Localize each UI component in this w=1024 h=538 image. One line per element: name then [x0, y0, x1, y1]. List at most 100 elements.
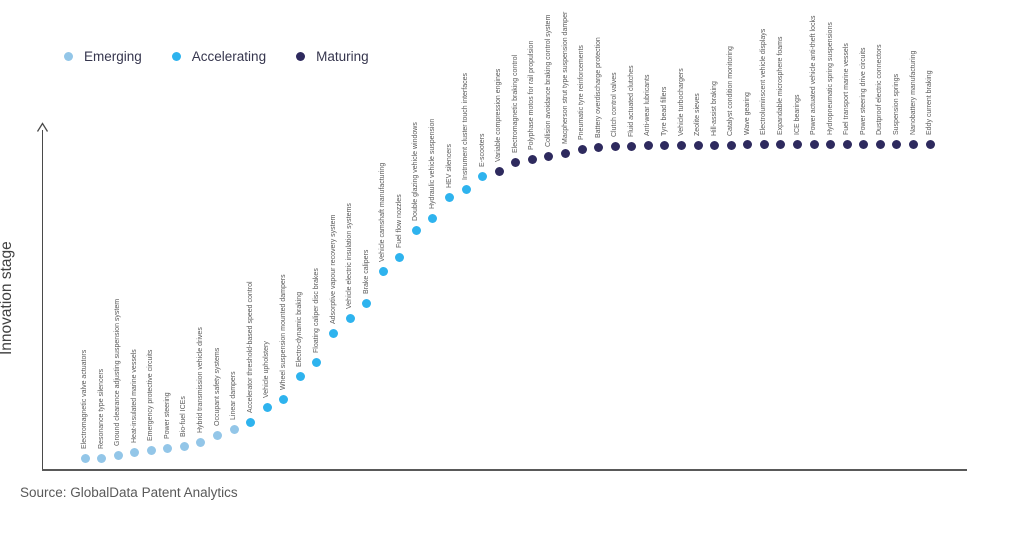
data-point — [362, 298, 372, 308]
data-point — [130, 447, 140, 457]
data-point-label: Ground clearance adjusting suspension sy… — [114, 298, 122, 446]
data-point — [97, 453, 107, 463]
data-point — [461, 184, 471, 194]
data-point — [312, 357, 322, 367]
legend-item-emerging: Emerging — [64, 49, 142, 64]
data-point-label: Macpherson strut type suspension damper — [561, 11, 569, 144]
data-point-label: Clutch control valves — [611, 72, 619, 137]
legend-label-maturing: Maturing — [316, 49, 369, 64]
legend-item-accelerating: Accelerating — [171, 49, 267, 64]
data-point-label: Polyphase motos for rail propulsion — [528, 40, 536, 150]
data-point-label: Dustproof electric connectors — [876, 44, 884, 135]
data-point-label: Hydropneumatic spring suspensions — [826, 22, 834, 135]
data-point — [246, 417, 256, 427]
data-point — [279, 394, 289, 404]
data-point-label: Electroluminscent vehicle displays — [760, 28, 768, 135]
data-point — [809, 139, 819, 149]
data-point-label: Fuel flow nozzles — [395, 194, 403, 248]
data-point-label: Vehicle camshaft manufacturing — [379, 162, 387, 262]
data-point-label: Fuel transport marine vessels — [843, 43, 851, 135]
data-point — [909, 139, 918, 149]
data-point-label: Vehicle turbochargers — [677, 68, 685, 136]
data-point-label: Power steering drive circuits — [859, 47, 867, 135]
data-point-label: Heat-insulated marine vessels — [130, 349, 138, 443]
data-point — [163, 443, 173, 453]
data-point-label: E-scooters — [478, 133, 486, 167]
data-point-label: Zeolite sieves — [694, 93, 702, 136]
data-point-label: Eddy current braking — [926, 70, 934, 135]
data-point-label: Nanobattery manufacturing — [909, 50, 917, 135]
data-point-label: Wave gearing — [743, 92, 751, 135]
data-point — [478, 171, 488, 181]
data-point — [411, 225, 421, 235]
data-point — [527, 154, 537, 164]
data-point — [594, 142, 604, 152]
data-point-label: Tyre bead fillers — [660, 86, 668, 136]
data-point — [262, 402, 272, 412]
data-point-label: HEV silencers — [445, 144, 453, 188]
data-point — [544, 151, 554, 161]
source-note: Source: GlobalData Patent Analytics — [20, 485, 238, 500]
data-point — [842, 139, 852, 149]
data-point — [113, 450, 123, 460]
data-point-label: Wheel suspension mounted dampers — [279, 274, 287, 390]
data-point-label: Hybrid transmission vehicle drives — [196, 327, 204, 433]
data-point-label: Battery overdischarge protection — [594, 37, 602, 138]
data-point-label: Fluid actuated clutches — [627, 65, 635, 137]
maturing-dot-icon — [296, 52, 306, 61]
data-point-label: Emergency protective circuits — [147, 349, 155, 441]
data-point — [875, 139, 885, 149]
data-point-label: Suspension springs — [892, 73, 900, 135]
data-point-label: Resonance type silencers — [97, 368, 105, 449]
legend-item-maturing: Maturing — [296, 49, 369, 64]
data-point — [693, 140, 703, 150]
data-point — [826, 139, 836, 149]
data-point — [925, 139, 935, 149]
data-point — [776, 139, 786, 149]
data-point-label: Floating caliper disc brakes — [312, 268, 320, 353]
data-point-label: Linear dampers — [230, 371, 238, 420]
data-point — [577, 144, 587, 154]
data-point — [561, 148, 571, 158]
data-point — [677, 140, 687, 150]
data-point-label: Power actuated vehicle anti-theft locks — [810, 15, 818, 135]
data-point — [80, 453, 90, 463]
data-point — [743, 139, 753, 149]
x-axis — [42, 468, 967, 471]
data-point-label: Pneumatic tyre reinforcements — [578, 45, 586, 140]
legend: Emerging Accelerating Maturing — [64, 49, 369, 64]
data-point — [892, 139, 902, 149]
data-point-label: Electro-dynamic braking — [296, 291, 304, 367]
legend-label-emerging: Emerging — [84, 49, 142, 64]
data-point-label: ICE bearings — [793, 94, 801, 135]
data-point — [329, 328, 339, 338]
data-point — [146, 445, 156, 455]
data-point — [295, 371, 305, 381]
data-point-label: Electromagnetic valve actuators — [80, 349, 88, 449]
data-point-label: Catalyst condition monitoring — [727, 46, 735, 136]
data-point-label: Hill-assist braking — [710, 81, 718, 136]
emerging-dot-icon — [64, 52, 73, 61]
data-point — [627, 141, 637, 151]
data-point-label: Expandable microsphere foams — [776, 36, 784, 135]
legend-label-accelerating: Accelerating — [191, 49, 267, 64]
data-point — [494, 166, 504, 176]
data-point-label: Collision avoidance braking control syst… — [544, 14, 552, 147]
data-point — [660, 140, 670, 150]
data-point — [759, 139, 769, 149]
data-point-label: Power steering — [163, 392, 171, 439]
data-point — [859, 139, 869, 149]
data-point-label: Vehicle upholstery — [263, 341, 271, 398]
data-point-label: Instrument cluster touch interfaces — [462, 73, 470, 180]
data-point — [445, 192, 455, 202]
data-point — [395, 252, 405, 262]
data-point — [726, 140, 736, 150]
y-axis-arrow-icon — [36, 122, 49, 132]
data-point — [378, 266, 388, 276]
data-point — [710, 140, 720, 150]
data-point-label: Brake calipers — [362, 249, 370, 294]
data-point — [428, 213, 438, 223]
data-point — [511, 157, 521, 167]
data-point — [196, 437, 206, 447]
